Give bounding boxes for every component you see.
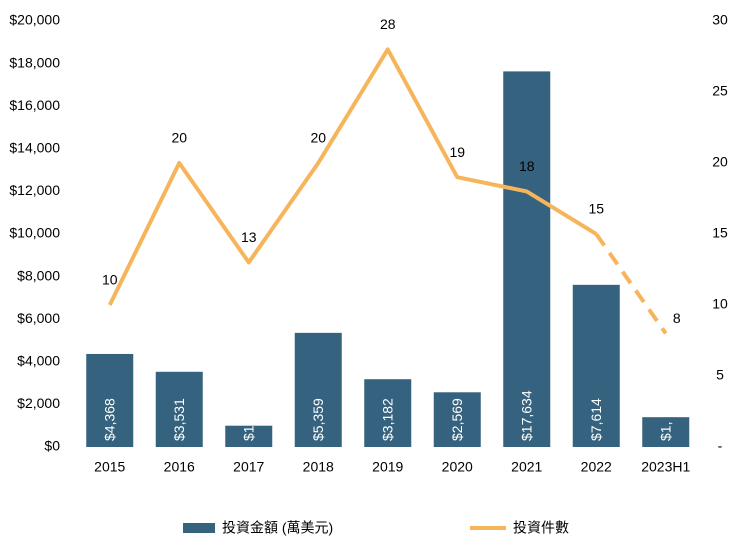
y-tick-label: $10,000 [9,225,60,241]
bar [225,425,273,447]
y-tick-label: $8,000 [17,267,60,283]
y2-tick-label: 30 [712,12,728,28]
y-tick-label: $0 [44,438,60,454]
bar [642,417,690,447]
x-tick-label: 2023H1 [641,459,690,475]
bar-value-label: $4,368 [101,398,117,441]
line-value-label: 20 [310,130,326,146]
y-tick-label: $20,000 [9,12,60,28]
bar [503,71,551,447]
line-value-label: 19 [449,144,465,160]
line-value-label: 18 [519,158,535,174]
bar [86,353,134,447]
bar-value-label: $1 [240,425,256,441]
x-tick-label: 2021 [511,459,542,475]
y-tick-label: $6,000 [17,310,60,326]
bar [155,371,203,447]
y2-tick-label: 15 [712,225,728,241]
bar-value-label: $3,531 [171,398,187,441]
bar [364,379,412,447]
line-value-label: 28 [380,16,396,32]
y-tick-label: $4,000 [17,353,60,369]
line-dashed [594,232,668,335]
line-value-label: 8 [673,310,681,326]
x-tick-label: 2022 [581,459,612,475]
line [107,47,598,306]
line-value-label: 10 [102,272,118,288]
y-tick-label: $18,000 [9,54,60,70]
legend-swatch [183,523,215,533]
x-tick-label: 2019 [372,459,403,475]
y2-tick-label: - [718,438,723,454]
bar-value-label: $2,569 [449,398,465,441]
y-tick-label: $2,000 [17,395,60,411]
x-tick-label: 2016 [164,459,195,475]
y2-tick-label: 20 [712,154,728,170]
y2-tick-label: 10 [712,296,728,312]
y2-tick-label: 25 [712,83,728,99]
bar-value-label: $17,634 [518,390,534,441]
bar [294,332,342,447]
y-tick-label: $12,000 [9,182,60,198]
line-value-label: 20 [171,130,187,146]
x-tick-label: 2015 [94,459,125,475]
x-tick-label: 2020 [442,459,473,475]
y2-tick-label: 5 [716,367,724,383]
legend-label: 投資件數 [513,520,569,536]
bar-value-label: $1, [657,422,673,441]
bar-value-label: $3,182 [379,398,395,441]
bar-value-label: $5,359 [310,398,326,441]
y-tick-label: $16,000 [9,97,60,113]
legend-label: 投資金額 (萬美元) [222,520,333,536]
bar-value-label: $7,614 [588,398,604,441]
bar [572,284,620,447]
line-value-label: 13 [241,229,257,245]
y-tick-label: $14,000 [9,140,60,156]
bar [433,392,481,447]
x-tick-label: 2017 [233,459,264,475]
x-tick-label: 2018 [303,459,334,475]
line-value-label: 15 [588,201,604,217]
